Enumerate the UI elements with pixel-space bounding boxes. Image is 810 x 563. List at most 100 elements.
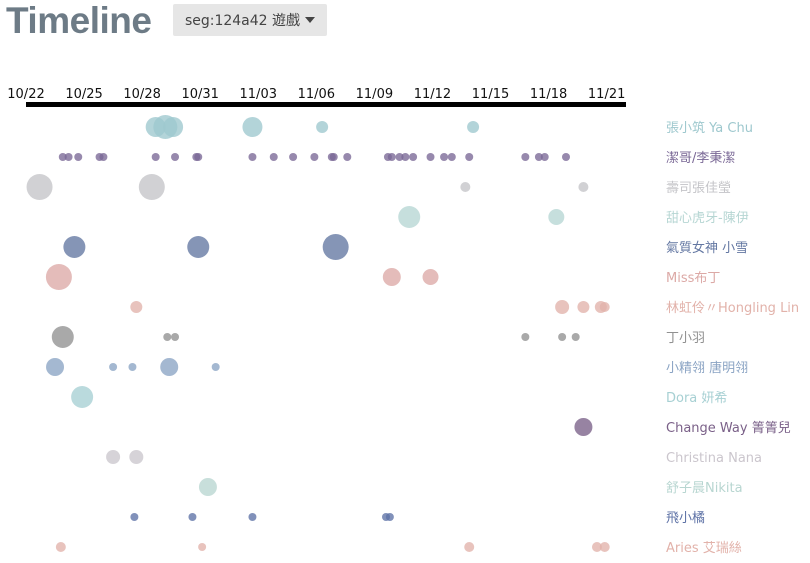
series-label: Dora 妍希 bbox=[666, 391, 727, 406]
x-tick-label: 10/22 bbox=[7, 87, 44, 102]
data-point[interactable] bbox=[171, 153, 180, 161]
data-point[interactable] bbox=[440, 153, 449, 161]
x-tick-label: 11/03 bbox=[240, 87, 277, 102]
data-point[interactable] bbox=[465, 153, 474, 161]
data-point[interactable] bbox=[562, 153, 570, 161]
data-point[interactable] bbox=[555, 300, 570, 314]
data-point[interactable] bbox=[63, 236, 86, 258]
data-point[interactable] bbox=[289, 153, 298, 161]
data-point[interactable] bbox=[99, 153, 108, 161]
series-label: Aries 艾瑞絲 bbox=[666, 541, 742, 556]
data-point[interactable] bbox=[540, 153, 549, 161]
data-point[interactable] bbox=[64, 153, 73, 161]
data-point[interactable] bbox=[387, 153, 396, 161]
x-tick-label: 10/25 bbox=[65, 87, 102, 102]
data-point[interactable] bbox=[198, 478, 217, 496]
data-point[interactable] bbox=[171, 333, 180, 341]
data-point[interactable] bbox=[129, 450, 144, 464]
data-point[interactable] bbox=[599, 302, 610, 312]
data-point[interactable] bbox=[577, 301, 590, 313]
data-point[interactable] bbox=[382, 268, 401, 286]
data-point[interactable] bbox=[248, 153, 257, 161]
x-tick-label: 11/12 bbox=[414, 87, 451, 102]
data-point[interactable] bbox=[151, 153, 160, 161]
chevron-down-icon bbox=[305, 17, 316, 23]
data-point[interactable] bbox=[26, 174, 53, 200]
data-point[interactable] bbox=[385, 513, 394, 521]
series-label: 張小筑 Ya Chu bbox=[666, 120, 753, 136]
data-point[interactable] bbox=[128, 363, 137, 371]
series-label: 氣質女神 小雪 bbox=[666, 240, 748, 256]
data-point[interactable] bbox=[138, 174, 165, 200]
data-point[interactable] bbox=[51, 326, 74, 348]
data-point[interactable] bbox=[163, 333, 172, 341]
series-label: 林虹伶〃Hongling Lin bbox=[666, 301, 799, 316]
data-point[interactable] bbox=[521, 333, 530, 341]
series-label: 丁小羽 bbox=[666, 331, 705, 346]
data-point[interactable] bbox=[574, 418, 593, 436]
series-label: Miss布丁 bbox=[666, 271, 720, 286]
series-label: 舒子晨Nikita bbox=[666, 481, 743, 496]
data-point[interactable] bbox=[548, 209, 565, 225]
data-point[interactable] bbox=[188, 513, 197, 521]
series-label: Change Way 箐箐兒 bbox=[666, 421, 791, 436]
data-point[interactable] bbox=[578, 182, 589, 192]
data-point[interactable] bbox=[130, 301, 143, 313]
series-label: Christina Nana bbox=[666, 451, 762, 466]
data-point[interactable] bbox=[398, 206, 421, 228]
data-point[interactable] bbox=[467, 121, 480, 133]
data-point[interactable] bbox=[343, 153, 352, 161]
series-label: 飛小橘 bbox=[666, 510, 705, 526]
data-point[interactable] bbox=[464, 542, 475, 552]
data-point[interactable] bbox=[426, 153, 435, 161]
data-point[interactable] bbox=[409, 153, 418, 161]
data-point[interactable] bbox=[571, 333, 580, 341]
data-point[interactable] bbox=[163, 117, 184, 137]
data-point[interactable] bbox=[160, 358, 179, 376]
data-point[interactable] bbox=[329, 153, 338, 161]
data-point[interactable] bbox=[130, 513, 139, 521]
data-point[interactable] bbox=[45, 264, 72, 290]
data-point[interactable] bbox=[106, 450, 121, 464]
segment-dropdown[interactable]: seg:124a42 遊戲 bbox=[173, 4, 327, 36]
x-tick-label: 10/31 bbox=[181, 87, 218, 102]
data-point[interactable] bbox=[74, 153, 83, 161]
segment-label: seg:124a42 遊戲 bbox=[184, 13, 301, 29]
x-tick-label: 11/21 bbox=[588, 87, 625, 102]
data-point[interactable] bbox=[316, 121, 329, 133]
data-point[interactable] bbox=[534, 153, 543, 161]
data-point[interactable] bbox=[395, 153, 404, 161]
data-point[interactable] bbox=[558, 333, 567, 341]
x-axis-line bbox=[26, 102, 626, 107]
data-point[interactable] bbox=[401, 153, 410, 161]
data-point[interactable] bbox=[460, 182, 471, 192]
data-point[interactable] bbox=[521, 153, 530, 161]
series-label: 小精翎 唐明翎 bbox=[666, 360, 748, 376]
series-label: 潔哥/李秉潔 bbox=[666, 150, 735, 166]
data-point[interactable] bbox=[310, 153, 319, 161]
data-point[interactable] bbox=[46, 358, 65, 376]
data-point[interactable] bbox=[447, 153, 456, 161]
data-point[interactable] bbox=[198, 543, 207, 551]
data-point[interactable] bbox=[71, 386, 94, 408]
data-point[interactable] bbox=[109, 363, 118, 371]
data-point[interactable] bbox=[194, 153, 203, 161]
x-tick-label: 11/18 bbox=[530, 87, 567, 102]
data-point[interactable] bbox=[211, 363, 220, 371]
data-point[interactable] bbox=[55, 542, 66, 552]
data-point[interactable] bbox=[599, 542, 610, 552]
data-point[interactable] bbox=[187, 236, 210, 258]
x-tick-label: 10/28 bbox=[123, 87, 160, 102]
data-point[interactable] bbox=[242, 117, 263, 137]
data-point[interactable] bbox=[269, 153, 278, 161]
page-title: Timeline bbox=[6, 0, 152, 41]
data-point[interactable] bbox=[322, 234, 349, 260]
data-point[interactable] bbox=[248, 513, 257, 521]
series-label: 甜心虎牙-陳伊 bbox=[666, 210, 749, 226]
x-tick-label: 11/15 bbox=[472, 87, 509, 102]
data-point[interactable] bbox=[58, 153, 67, 161]
data-point[interactable] bbox=[422, 269, 439, 285]
series-label: 壽司張佳瑩 bbox=[666, 181, 731, 196]
data-point[interactable] bbox=[591, 542, 602, 552]
